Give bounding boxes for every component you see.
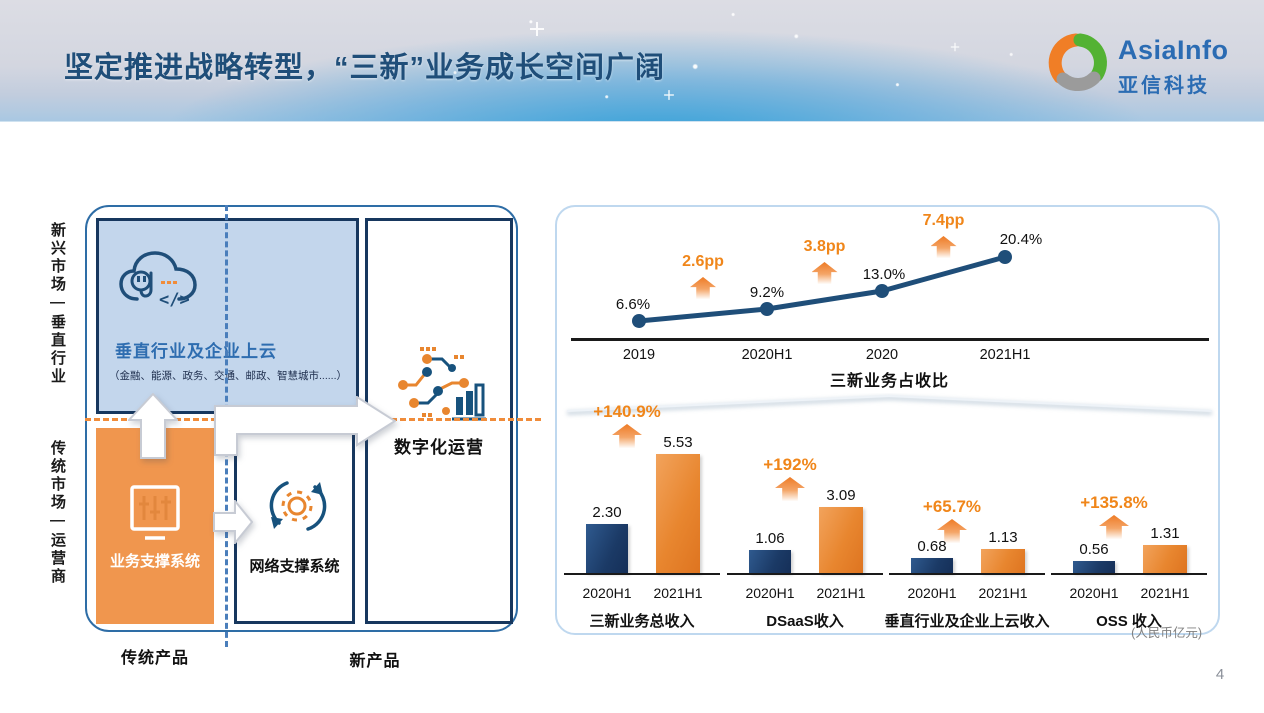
line-point bbox=[632, 314, 646, 328]
line-axis-tick: 2020H1 bbox=[741, 347, 793, 363]
bar-axis bbox=[564, 573, 720, 575]
section-divider-chevron bbox=[566, 394, 1213, 415]
line-point bbox=[998, 250, 1012, 264]
delta-up-arrow-icon bbox=[690, 277, 716, 299]
header-banner: 坚定推进战略转型，“三新”业务成长空间广阔 AsiaInfo 亚信科技 bbox=[0, 0, 1264, 122]
delta-up-arrow-icon bbox=[930, 236, 957, 258]
bar-value-label: 1.31 bbox=[1150, 525, 1180, 542]
oss-box: 网络支撑系统 bbox=[234, 430, 355, 624]
bar-group-total-revenue: +140.9% 2.30 5.53 2020H1 2021H1 三新业务总收入 bbox=[564, 400, 720, 637]
bar-2020h1 bbox=[911, 558, 953, 573]
bar-value-label: 1.06 bbox=[755, 530, 785, 547]
gear-sync-icon bbox=[269, 481, 327, 531]
bar-2021h1 bbox=[656, 454, 700, 573]
bar-axis-tick: 2020H1 bbox=[745, 585, 795, 601]
star-sparkle-icon bbox=[664, 90, 674, 100]
line-value-label: 20.4% bbox=[999, 231, 1043, 248]
line-axis-tick: 2019 bbox=[622, 347, 656, 363]
line-value-label: 13.0% bbox=[862, 266, 906, 283]
bar-group-title: OSS 收入 bbox=[1096, 613, 1162, 630]
growth-up-arrow-icon bbox=[612, 424, 642, 448]
delta-up-arrow-icon bbox=[811, 262, 838, 284]
asiainfo-logo: AsiaInfo 亚信科技 bbox=[1046, 31, 1229, 98]
arrow-right-icon bbox=[213, 500, 253, 544]
currency-unit-note: (人民币亿元) bbox=[1131, 626, 1202, 640]
bar-axis-tick: 2021H1 bbox=[653, 585, 703, 601]
bar-group-dsaas-revenue: +192% 1.06 3.09 2020H1 2021H1 DSaaS收入 bbox=[727, 400, 883, 637]
line-chart-title: 三新业务占收比 bbox=[829, 373, 949, 390]
line-point bbox=[875, 284, 889, 298]
line-chart-canvas bbox=[632, 250, 1012, 328]
products-label-new: 新产品 bbox=[349, 653, 401, 670]
star-sparkle-icon bbox=[950, 42, 960, 52]
delta-pp-label: 2.6pp bbox=[682, 253, 724, 270]
logo-name-en: AsiaInfo bbox=[1118, 35, 1229, 65]
bss-box: 业务支撑系统 bbox=[96, 428, 214, 624]
cloud-box-subtitle: （金融、能源、政务、交通、邮政、智慧城市......） bbox=[109, 370, 348, 382]
bar-axis-tick: 2020H1 bbox=[1069, 585, 1119, 601]
growth-label: +65.7% bbox=[922, 497, 982, 516]
bar-2021h1 bbox=[981, 549, 1025, 573]
digital-operations-label: 数字化运营 bbox=[394, 438, 484, 457]
bar-group-oss-revenue: +135.8% 0.56 1.31 2020H1 2021H1 OSS 收入 bbox=[1051, 400, 1207, 637]
growth-up-arrow-icon bbox=[775, 477, 805, 501]
line-series bbox=[638, 254, 1006, 324]
bar-axis-tick: 2021H1 bbox=[1140, 585, 1190, 601]
revenue-share-line-chart: 6.6% 9.2% 13.0% 20.4% 2.6pp 3.8pp 7.4pp … bbox=[557, 207, 1222, 407]
products-label-traditional: 传统产品 bbox=[120, 650, 189, 667]
bss-box-label: 业务支撑系统 bbox=[109, 553, 200, 570]
bar-value-label: 0.68 bbox=[917, 538, 947, 555]
line-value-label: 6.6% bbox=[615, 296, 651, 313]
bar-axis-tick: 2021H1 bbox=[978, 585, 1028, 601]
bar-2021h1 bbox=[1143, 545, 1187, 573]
growth-label: +192% bbox=[763, 455, 817, 474]
arrow-up-icon bbox=[128, 393, 178, 459]
bar-axis-tick: 2020H1 bbox=[907, 585, 957, 601]
page-title: 坚定推进战略转型，“三新”业务成长空间广阔 bbox=[64, 52, 666, 84]
arrow-elbow-right-icon bbox=[214, 396, 396, 456]
growth-up-arrow-icon bbox=[1099, 515, 1129, 539]
line-value-label: 9.2% bbox=[749, 284, 785, 301]
asiainfo-logo-icon bbox=[1048, 33, 1107, 91]
growth-label: +135.8% bbox=[1080, 493, 1148, 512]
cloud-plug-icon: </> bbox=[119, 251, 197, 310]
oss-box-label: 网络支撑系统 bbox=[249, 558, 340, 575]
logo-name-cn: 亚信科技 bbox=[1118, 75, 1210, 97]
bar-group-title: 垂直行业及企业上云收入 bbox=[884, 613, 1050, 630]
bar-group-vertical-cloud-revenue: +65.7% 0.68 1.13 2020H1 2021H1 垂直行业及企业上云… bbox=[884, 400, 1049, 637]
bar-group-title: 三新业务总收入 bbox=[589, 613, 695, 630]
delta-pp-label: 3.8pp bbox=[803, 238, 846, 255]
digital-network-icon bbox=[398, 347, 486, 421]
bar-value-label: 0.56 bbox=[1079, 541, 1109, 558]
bar-axis bbox=[727, 573, 883, 575]
bar-2020h1 bbox=[749, 550, 791, 573]
star-sparkle-icon bbox=[530, 22, 544, 36]
growth-label: +140.9% bbox=[593, 402, 661, 421]
cloud-box-title: 垂直行业及企业上云 bbox=[115, 342, 277, 361]
bar-2020h1 bbox=[1073, 561, 1115, 573]
svg-text:</>: </> bbox=[159, 290, 190, 310]
bar-axis-tick: 2020H1 bbox=[582, 585, 632, 601]
line-axis-tick: 2021H1 bbox=[979, 347, 1031, 363]
monitor-sliders-icon bbox=[130, 485, 180, 540]
bar-value-label: 2.30 bbox=[592, 504, 622, 521]
charts-panel: 6.6% 9.2% 13.0% 20.4% 2.6pp 3.8pp 7.4pp … bbox=[555, 205, 1222, 640]
bar-group-title: DSaaS收入 bbox=[766, 613, 844, 630]
bar-value-label: 3.09 bbox=[826, 487, 856, 504]
page-number: 4 bbox=[1215, 666, 1225, 683]
bar-axis-tick: 2021H1 bbox=[816, 585, 866, 601]
market-label-traditional: 传统市场—运营商 bbox=[49, 440, 66, 586]
bar-axis bbox=[1051, 573, 1207, 575]
line-axis-tick: 2020 bbox=[865, 347, 899, 363]
bar-axis bbox=[889, 573, 1045, 575]
market-label-emerging: 新兴市场—垂直行业 bbox=[49, 222, 66, 386]
delta-pp-label: 7.4pp bbox=[922, 212, 965, 229]
bar-value-label: 5.53 bbox=[663, 434, 693, 451]
bar-value-label: 1.13 bbox=[988, 529, 1018, 546]
line-point bbox=[760, 302, 774, 316]
bar-2020h1 bbox=[586, 524, 628, 573]
bar-2021h1 bbox=[819, 507, 863, 573]
line-chart-axis bbox=[571, 338, 1209, 341]
